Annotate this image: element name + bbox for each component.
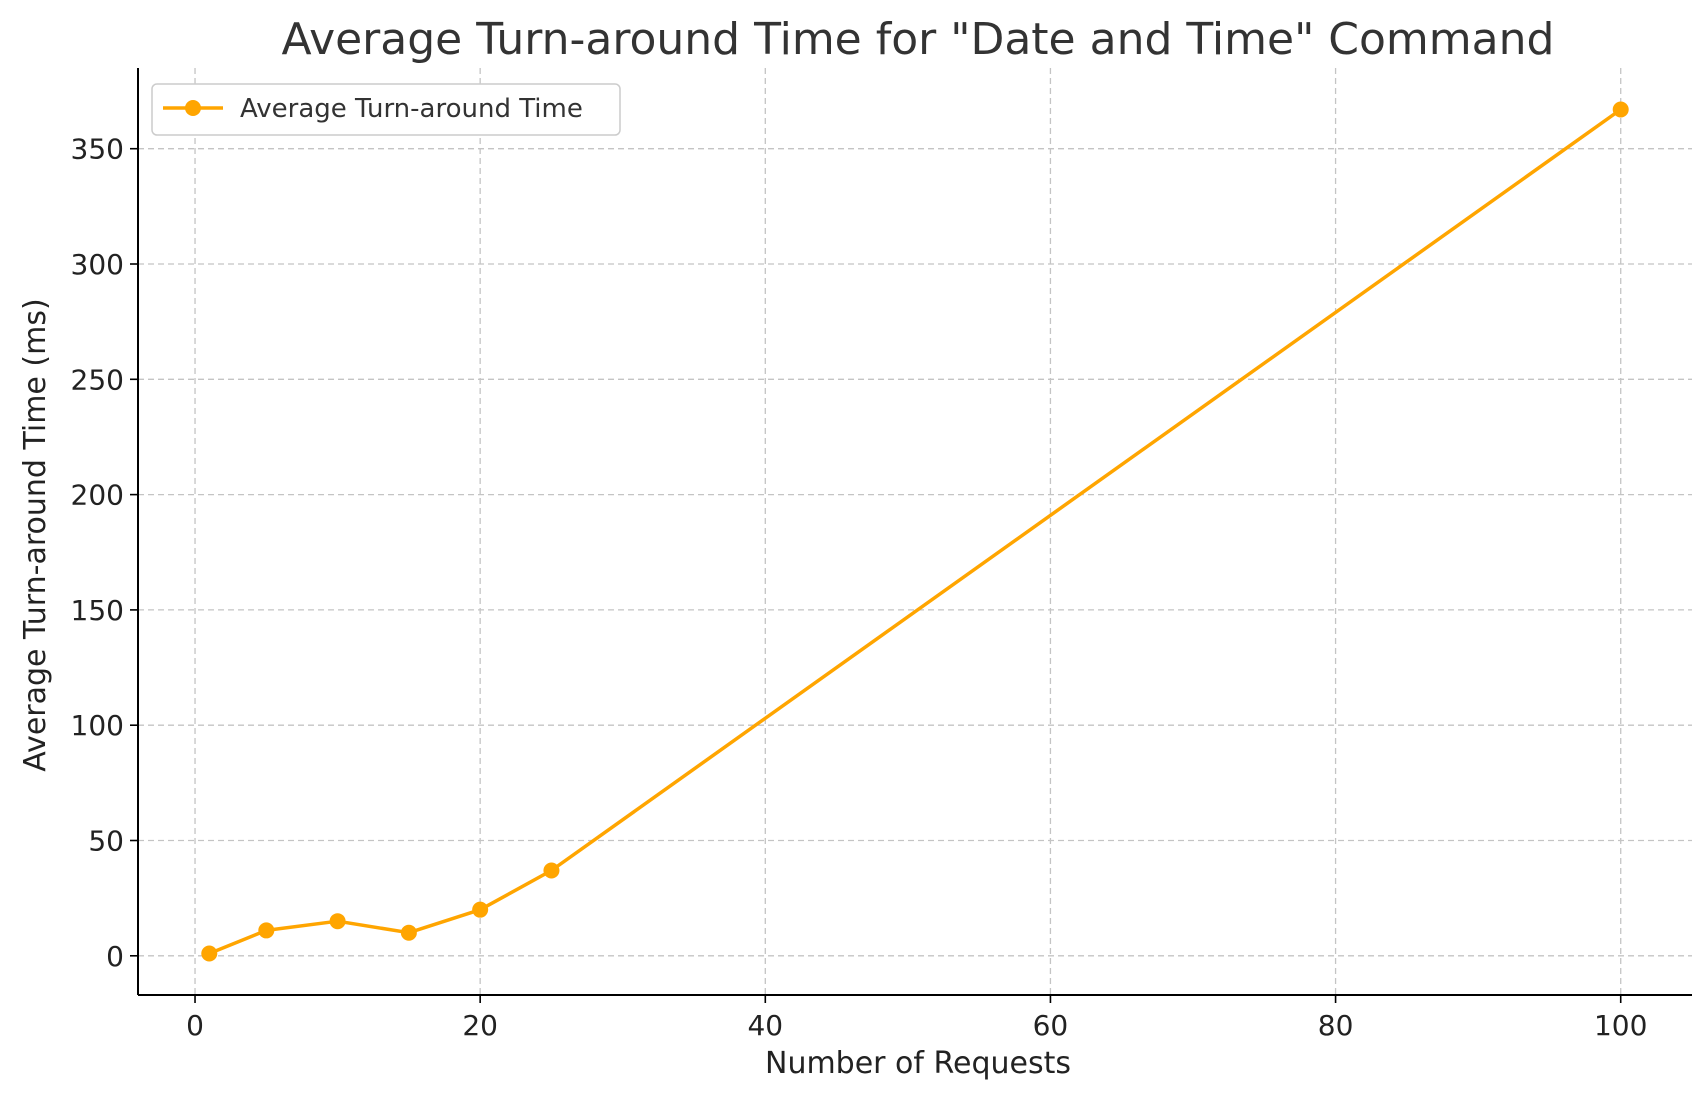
data-point xyxy=(1612,101,1629,118)
chart-title: Average Turn-around Time for "Date and T… xyxy=(282,14,1555,65)
series-layer xyxy=(201,101,1629,962)
x-tick-label: 20 xyxy=(462,1009,498,1042)
y-tick-label: 250 xyxy=(71,363,124,396)
y-tick-label: 50 xyxy=(88,825,124,858)
data-point xyxy=(400,924,417,941)
x-tick-label: 60 xyxy=(1033,1009,1069,1042)
legend: Average Turn-around Time xyxy=(151,83,621,136)
y-tick-label: 300 xyxy=(71,248,124,281)
legend-frame xyxy=(151,83,621,136)
y-tick-label: 350 xyxy=(71,133,124,166)
legend-marker-swatch xyxy=(185,100,201,116)
x-tick-label: 100 xyxy=(1594,1009,1647,1042)
x-tick-label: 80 xyxy=(1318,1009,1354,1042)
grid xyxy=(138,68,1692,995)
data-point xyxy=(543,862,560,879)
data-point xyxy=(472,901,489,918)
x-tick-label: 0 xyxy=(186,1009,204,1042)
x-axis-label: Number of Requests xyxy=(765,1046,1071,1081)
y-tick-label: 150 xyxy=(71,594,124,627)
series-line xyxy=(207,107,1623,956)
data-point xyxy=(201,945,218,962)
data-point xyxy=(258,922,275,939)
x-tick-label: 40 xyxy=(747,1009,783,1042)
y-axis-ticks: 0 50 100 150 200 250 300 350 xyxy=(71,133,138,973)
y-tick-label: 100 xyxy=(71,709,124,742)
y-tick-label: 200 xyxy=(71,479,124,512)
y-axis-label: Average Turn-around Time (ms) xyxy=(18,298,53,771)
axes-spines xyxy=(137,68,1692,996)
y-tick-label: 0 xyxy=(106,940,124,973)
x-axis-ticks: 0 20 40 60 80 100 xyxy=(186,995,1647,1042)
legend-entry-label: Average Turn-around Time xyxy=(240,94,583,124)
data-point xyxy=(329,913,346,930)
